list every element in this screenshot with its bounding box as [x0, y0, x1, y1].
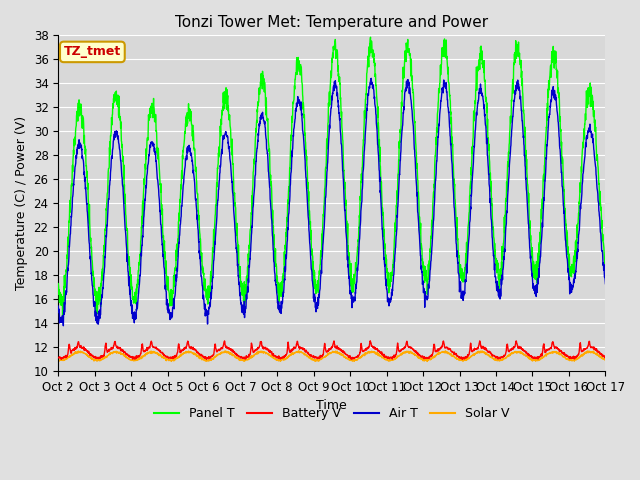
Text: TZ_tmet: TZ_tmet — [64, 46, 121, 59]
X-axis label: Time: Time — [317, 399, 348, 412]
Y-axis label: Temperature (C) / Power (V): Temperature (C) / Power (V) — [15, 116, 28, 290]
Title: Tonzi Tower Met: Temperature and Power: Tonzi Tower Met: Temperature and Power — [175, 15, 488, 30]
Legend: Panel T, Battery V, Air T, Solar V: Panel T, Battery V, Air T, Solar V — [149, 402, 515, 425]
